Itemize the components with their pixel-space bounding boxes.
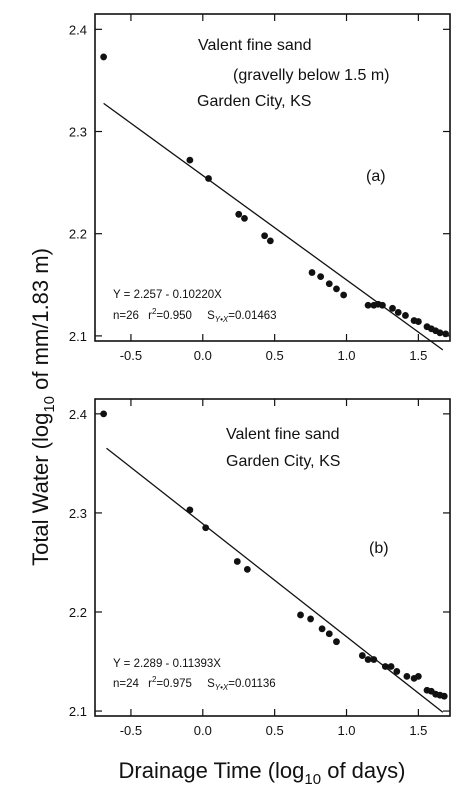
panel-b-x-tick-label: -0.5 [120, 723, 142, 738]
panel-a-data-point [379, 301, 386, 309]
panel-a-data-point [394, 308, 402, 316]
panel-a-r2-value: =0.950 [156, 310, 192, 322]
y-axis-label-subscript: 10 [41, 396, 58, 413]
panel-b-data-point [370, 656, 378, 663]
panel-b-equation: Y = 2.289 - 0.11393X [113, 658, 221, 670]
panel-b-data-point [318, 625, 326, 633]
panel-a-r2-prefix: r [148, 310, 152, 322]
y-axis-label-part2: of mm/1.83 m) [28, 248, 53, 396]
panel-b-data-point [297, 611, 304, 619]
panel-b-data-point [202, 524, 210, 532]
panel-b-regression-line [106, 447, 444, 713]
panel-b-data-point [364, 656, 372, 663]
panel-a: Valent fine sand (gravelly below 1.5 m) … [69, 13, 451, 363]
panel-a-annotation-line3: Garden City, KS [197, 93, 311, 110]
panel-b-x-tick-label: 1.0 [337, 723, 355, 738]
panel-a-data-point [100, 53, 108, 61]
panel-a-data-point [333, 285, 340, 293]
panel-a-x-tick-label: 0.0 [194, 348, 212, 363]
panel-a-label: (a) [366, 168, 386, 185]
panel-b-data-point [393, 668, 401, 675]
panel-a-data-point [261, 232, 268, 240]
panel-b-data-point [387, 663, 395, 670]
panel-b-r2-sup: 2 [152, 675, 157, 684]
panel-b-data-point [414, 672, 422, 680]
panel-a-syx-label: S [207, 310, 215, 322]
panel-a-data-point [364, 301, 372, 309]
panel-a-n: n=26 [113, 310, 139, 322]
panel-b-data-point [358, 652, 366, 659]
panel-b-syx-value: =0.01136 [228, 678, 275, 690]
panel-b-data-point [381, 663, 389, 670]
panel-a-y-tick-label: 2.2 [69, 227, 87, 242]
panel-b-data-point [325, 630, 333, 638]
panel-b-x-tick-label: 1.5 [409, 723, 427, 738]
panel-a-data-point [308, 269, 316, 276]
panel-a-stats: n=26 r2=0.950 SY•X=0.01463 [113, 307, 277, 324]
panel-a-x-tick-label: -0.5 [120, 348, 142, 363]
panel-b-stats: n=24 r2=0.975 SY•X=0.01136 [113, 675, 276, 692]
panel-a-equation: Y = 2.257 - 0.10220X [113, 289, 222, 301]
panel-a-data-point [340, 291, 348, 299]
panel-a-data-point [325, 280, 333, 288]
x-axis-label-part2: of days) [321, 758, 405, 783]
panel-a-x-tick-label: 0.5 [266, 348, 284, 363]
panel-a-r2-sup: 2 [152, 307, 157, 316]
panel-a-y-tick-label: 2.1 [69, 329, 87, 344]
panel-a-syx-sub: Y•X [215, 315, 229, 324]
panel-b-r2-prefix: r [148, 678, 152, 690]
panel-b-data-point [100, 410, 108, 418]
panel-b-r2-value: =0.975 [156, 678, 192, 690]
panel-a-data-point [442, 330, 450, 338]
x-axis-label: Drainage Time (log10 of days) [119, 758, 406, 787]
panel-a-data-point [436, 329, 444, 337]
panel-a-y-tick-label: 2.3 [69, 125, 87, 140]
x-axis-label-subscript: 10 [304, 771, 321, 787]
panel-a-annotation-line2: (gravelly below 1.5 m) [233, 67, 390, 84]
panel-b-data-point [333, 638, 340, 646]
panel-b-data-point [186, 506, 194, 514]
panel-a-syx-value: =0.01463 [228, 310, 276, 322]
panel-b-x-tick-label: 0.5 [266, 723, 284, 738]
panel-b-syx-label: S [207, 678, 215, 690]
panel-a-data-point [241, 214, 248, 222]
panel-b-syx-sub: Y•X [215, 683, 229, 692]
panel-a-x-tick-label: 1.0 [337, 348, 355, 363]
panel-b-y-tick-label: 2.3 [69, 506, 87, 521]
panel-a-plot-frame [94, 13, 451, 342]
panel-b-data-point [403, 672, 411, 680]
panel-a-data-point [317, 273, 325, 281]
panel-a-regression-line [103, 102, 444, 351]
panel-a-y-tick-label: 2.4 [69, 22, 87, 37]
panel-a-data-point [205, 175, 212, 182]
panel-a-x-tick-label: 1.5 [409, 348, 427, 363]
panel-b-data-point [233, 558, 241, 565]
panel-a-data-point [186, 156, 194, 164]
panel-a-annotation-line1: Valent fine sand [198, 37, 312, 54]
panel-b-data-point [307, 615, 314, 623]
panel-a-data-point [414, 318, 422, 325]
panel-a-data-point [402, 312, 409, 319]
panel-b-n: n=24 [113, 678, 140, 690]
panel-b-annotation-line2: Garden City, KS [226, 453, 340, 470]
y-axis-label-part1: Total Water (log [28, 413, 53, 566]
panel-b-y-tick-label: 2.4 [69, 407, 87, 422]
x-axis-label-part1: Drainage Time (log [119, 758, 305, 783]
panel-b-y-tick-label: 2.1 [69, 704, 87, 719]
panel-b: Valent fine sand Garden City, KS (b) Y =… [69, 398, 451, 738]
panel-a-data-point [266, 237, 274, 245]
y-axis-label: Total Water (log10 of mm/1.83 m) [28, 248, 58, 566]
panel-b-label: (b) [369, 540, 389, 557]
panel-b-x-tick-label: 0.0 [194, 723, 212, 738]
panel-a-data-point [235, 210, 243, 218]
panel-b-data-point [243, 565, 251, 573]
panel-b-y-tick-label: 2.2 [69, 605, 87, 620]
panel-a-data-point [389, 304, 396, 312]
panel-b-data-point [440, 692, 448, 700]
panel-b-annotation-line1: Valent fine sand [226, 426, 340, 443]
panel-b-plot-frame [94, 398, 451, 717]
